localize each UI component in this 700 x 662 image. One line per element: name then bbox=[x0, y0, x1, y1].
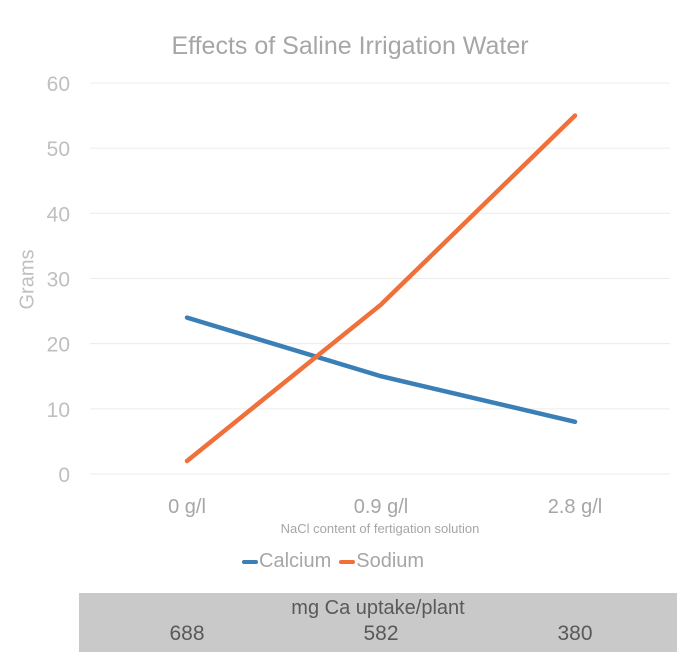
x-axis-label: NaCl content of fertigation solution bbox=[280, 521, 480, 536]
y-tick-label: 20 bbox=[47, 334, 70, 357]
y-axis-label: Grams bbox=[16, 249, 39, 310]
legend-item-calcium: Calcium bbox=[242, 550, 331, 573]
y-tick-label: 30 bbox=[47, 269, 70, 292]
legend-swatch-calcium bbox=[242, 559, 258, 564]
table-value-0: 688 bbox=[169, 622, 205, 645]
chart-title: Effects of Saline Irrigation Water bbox=[171, 32, 529, 60]
x-tick-label: 2.8 g/l bbox=[548, 496, 602, 518]
y-tick-label: 50 bbox=[47, 138, 70, 161]
x-tick-label: 0.9 g/l bbox=[354, 496, 408, 518]
y-tick-label: 10 bbox=[47, 399, 70, 422]
legend: Calcium Sodium bbox=[242, 550, 432, 573]
table-header: mg Ca uptake/plant bbox=[291, 597, 465, 619]
legend-swatch-sodium bbox=[339, 559, 356, 564]
legend-label-calcium: Calcium bbox=[259, 550, 332, 572]
legend-item-sodium: Sodium bbox=[339, 550, 424, 573]
legend-label-sodium: Sodium bbox=[356, 550, 425, 572]
y-tick-label: 40 bbox=[47, 203, 70, 226]
ca-uptake-table: mg Ca uptake/plant 688 582 380 bbox=[79, 593, 677, 652]
series-line-calcium bbox=[184, 315, 578, 425]
table-value-1: 582 bbox=[363, 622, 399, 645]
y-tick-label: 0 bbox=[58, 464, 70, 487]
table-value-2: 380 bbox=[557, 622, 593, 645]
x-tick-label: 0 g/l bbox=[168, 496, 206, 518]
y-tick-label: 60 bbox=[47, 73, 70, 96]
